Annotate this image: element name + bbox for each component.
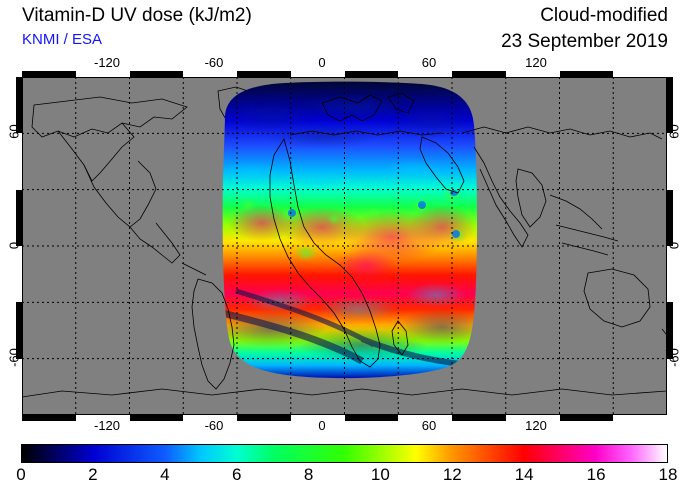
lat-label-right-1: 0: [666, 241, 682, 250]
lat-label-left-0: 60: [6, 124, 22, 139]
lat-label-left-1: 0: [6, 241, 22, 250]
colorbar-tick-2: 4: [160, 465, 170, 484]
lon-label-top-3: 60: [421, 55, 437, 70]
colorbar-tick-4: 8: [303, 465, 314, 484]
axis-frame-right: [667, 77, 673, 415]
lon-label-top-2: 0: [318, 55, 326, 70]
colorbar-tick-5: 10: [370, 465, 390, 484]
lon-label-bottom-3: 60: [421, 418, 437, 433]
lat-label-right-2: -60: [666, 348, 682, 367]
axis-frame-bottom: [22, 415, 667, 421]
lon-label-bottom-1: -60: [204, 418, 224, 433]
axis-frame-left: [16, 77, 22, 415]
colorbar: [21, 444, 668, 463]
lon-label-top-0: -120: [93, 55, 121, 70]
lat-label-left-2: -60: [6, 348, 22, 367]
colorbar-gradient: [22, 445, 667, 462]
axis-frame-top: [22, 71, 667, 77]
product-type-label: Cloud-modified: [540, 5, 668, 26]
colorbar-tick-9: 18: [658, 465, 678, 484]
colorbar-tick-0: 0: [16, 465, 26, 484]
map-canvas: [22, 77, 667, 415]
colorbar-tick-3: 6: [231, 465, 242, 484]
uv-dose-swath: [222, 81, 478, 379]
colorbar-tick-6: 12: [442, 465, 462, 484]
lon-label-bottom-0: -120: [93, 418, 121, 433]
lon-label-top-1: -60: [204, 55, 224, 70]
colorbar-tick-7: 14: [514, 465, 534, 484]
date-label: 23 September 2019: [501, 31, 668, 52]
page-title: Vitamin-D UV dose (kJ/m2): [22, 5, 252, 26]
institute-label: KNMI / ESA: [22, 31, 103, 48]
map-gridlines: [22, 77, 667, 415]
colorbar-tick-1: 2: [88, 465, 98, 484]
lon-label-bottom-4: 120: [525, 418, 547, 433]
colorbar-tick-8: 16: [586, 465, 606, 484]
map-plot-area: [22, 77, 667, 415]
lat-label-right-0: 60: [666, 124, 682, 139]
lon-label-top-4: 120: [525, 55, 547, 70]
lon-label-bottom-2: 0: [318, 418, 326, 433]
